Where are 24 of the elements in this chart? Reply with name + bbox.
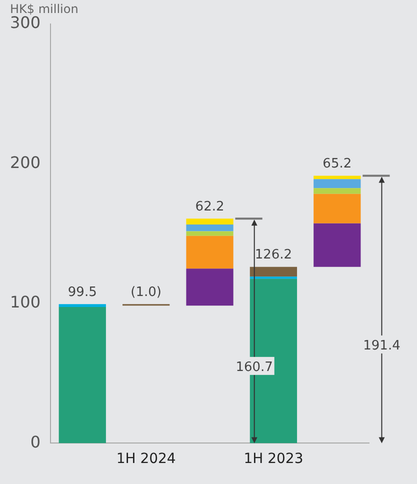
x-tick-label: 1H 2024 [116,451,176,468]
bar [250,266,298,277]
bar [186,268,234,306]
bar [314,179,361,188]
bar [186,236,234,269]
total-label: 65.2 [322,156,352,172]
bar [186,224,234,232]
total-label: (1.0) [130,285,162,300]
bar [186,231,234,236]
y-tick-label: 200 [10,152,41,172]
annotation: 160.7 [236,360,273,375]
bar [58,306,106,444]
annotation: 191.4 [363,338,400,354]
bar [314,188,361,194]
bar [186,218,234,225]
total-label: 126.2 [254,248,292,263]
x-tick-label: 1H 2023 [244,451,304,468]
bar [314,194,361,224]
y-tick-label: 0 [30,432,41,452]
bar [314,223,361,267]
total-label: 62.2 [195,200,224,215]
total-label: 99.5 [68,285,97,300]
y-tick-label: 100 [10,292,41,312]
bar [58,304,106,307]
